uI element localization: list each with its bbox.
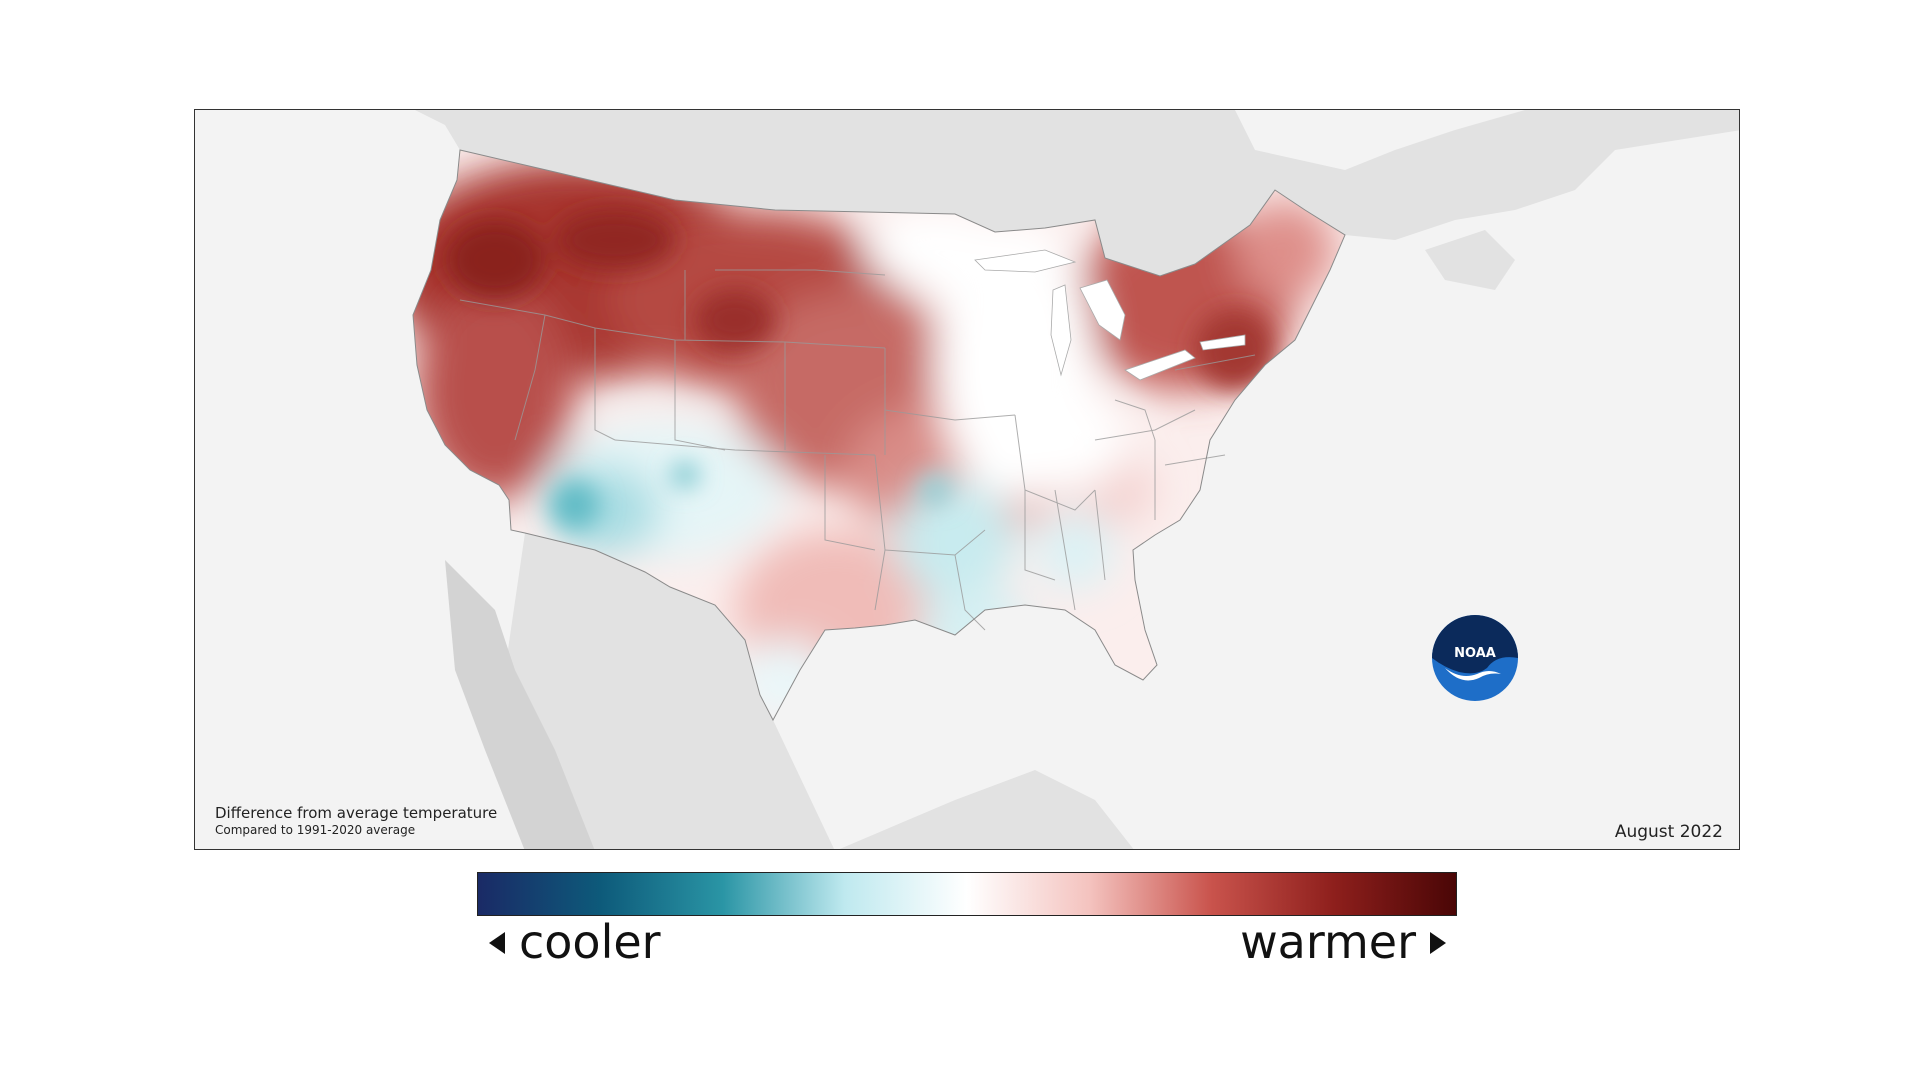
noaa-emblem <box>1432 615 1518 701</box>
noaa-logo <box>1431 614 1519 702</box>
legend-cooler-label: cooler <box>519 915 661 969</box>
map-caption-title: Difference from average temperature <box>215 804 498 822</box>
right-arrow-icon <box>1430 932 1446 954</box>
surrounding-land <box>415 110 1739 849</box>
color-scale-bar <box>477 872 1457 916</box>
state-boundaries <box>459 269 1256 631</box>
left-arrow-icon <box>489 932 505 954</box>
map-caption-subtitle: Compared to 1991-2020 average <box>215 823 416 837</box>
great-lakes <box>974 249 1246 381</box>
us-temperature-anomaly-map <box>412 110 1739 849</box>
noaa-logo-text: NOAA <box>1454 646 1496 661</box>
map-panel: Difference from average temperature Comp… <box>194 109 1740 850</box>
map-date-label: August 2022 <box>1614 822 1723 842</box>
legend-warmer-label: warmer <box>1240 915 1416 969</box>
conus-outline <box>412 149 1346 722</box>
